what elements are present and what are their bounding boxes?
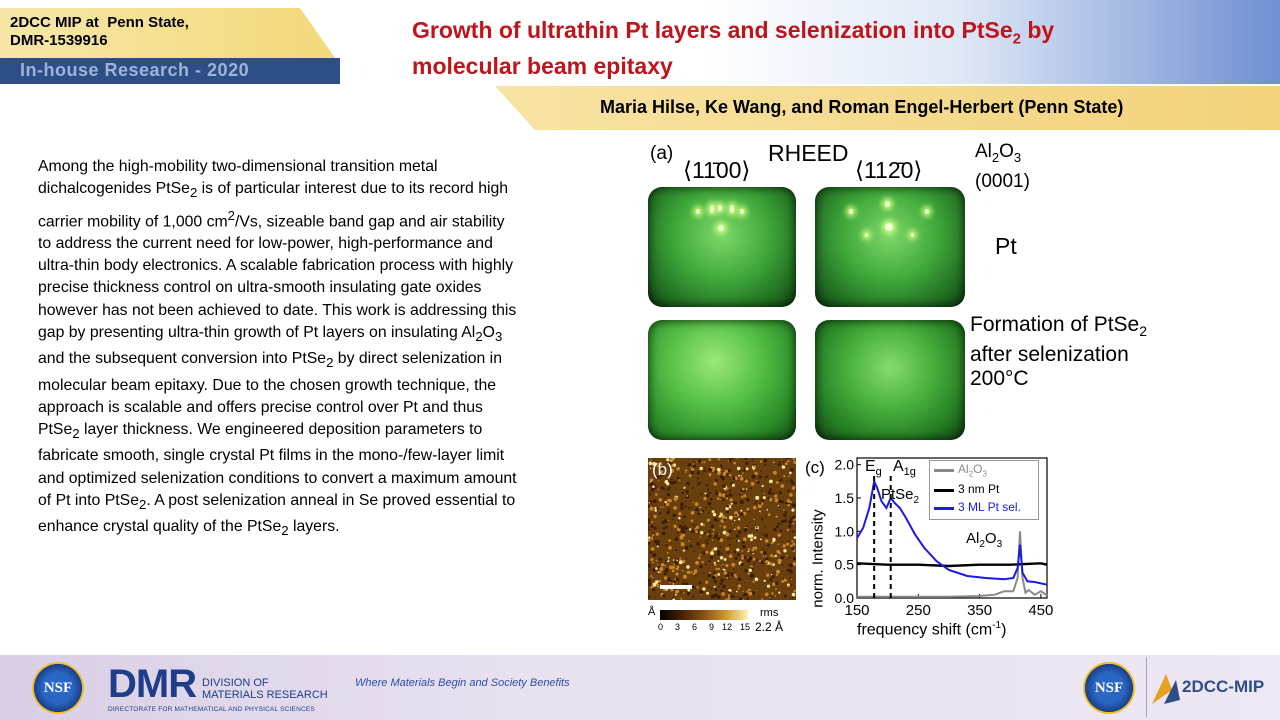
legend-swatch-al2o3 bbox=[934, 469, 954, 472]
panel-c-label: (c) bbox=[805, 458, 825, 477]
series-line-1 bbox=[856, 562, 1048, 568]
x-axis-label: frequency shift (cm-1) bbox=[857, 620, 1007, 639]
legend-swatch-pt bbox=[934, 489, 954, 492]
legend-pt: 3 nm Pt bbox=[958, 482, 1000, 496]
direction-1: ⟨11̄00⟩ bbox=[683, 157, 751, 183]
footer-tagline: Where Materials Begin and Society Benefi… bbox=[355, 677, 570, 689]
dmr-division: DIVISION OF MATERIALS RESEARCH bbox=[202, 677, 328, 701]
panel-b-label: (b) bbox=[652, 460, 673, 479]
y-tick-label: 0.0 bbox=[835, 590, 855, 606]
slide-title: Growth of ultrathin Pt layers and seleni… bbox=[412, 17, 1055, 79]
y-tick-label: 2.0 bbox=[835, 457, 855, 473]
peak-ptse2-label: PtSe2 bbox=[881, 486, 920, 506]
rheed-label: RHEED bbox=[768, 140, 849, 166]
dmr-logo: DMR bbox=[108, 662, 197, 706]
peak-al2o3-label: Al2O3 bbox=[966, 530, 1003, 550]
program-badge bbox=[0, 8, 335, 58]
series-line-0 bbox=[857, 531, 1048, 598]
colorbar-unit: Å bbox=[648, 606, 656, 618]
footer-divider bbox=[1146, 657, 1147, 717]
2dcc-logo-icon bbox=[1152, 674, 1180, 704]
program-badge-title: 2DCC MIP at Penn State, DMR-1539916 bbox=[10, 14, 189, 49]
rheed-pt-1120 bbox=[815, 187, 965, 307]
substrate-label: Al2O3 (0001) bbox=[975, 141, 1030, 192]
y-axis-label: norm. Intensity bbox=[809, 509, 827, 608]
direction-2: ⟨112̄0⟩ bbox=[855, 157, 923, 183]
x-tick-label: 150 bbox=[844, 602, 869, 619]
chart-legend: Al2O3 3 nm Pt 3 ML Pt sel. bbox=[929, 460, 1039, 520]
colorbar bbox=[660, 610, 748, 620]
series-line-2 bbox=[856, 477, 1048, 586]
temperature-label: 200°C bbox=[970, 367, 1029, 390]
2dcc-brand: 2DCC-MIP bbox=[1182, 677, 1265, 696]
pt-label: Pt bbox=[995, 233, 1017, 259]
footer-band bbox=[0, 655, 1280, 720]
rheed-pt-1100 bbox=[648, 187, 796, 307]
x-tick-label: 250 bbox=[906, 602, 931, 619]
program-subbadge bbox=[0, 58, 340, 84]
rms-value: 2.2 Å bbox=[755, 620, 784, 634]
peak-eg-label: Eg bbox=[865, 458, 882, 479]
formation-label: Formation of PtSe2 after selenization bbox=[970, 313, 1148, 367]
y-tick-label: 0.5 bbox=[835, 557, 855, 573]
y-axis-label-wrap: norm. Intensity bbox=[808, 490, 828, 630]
dmr-directorate: DIRECTORATE FOR MATHEMATICAL AND PHYSICA… bbox=[108, 706, 315, 713]
authors: Maria Hilse, Ke Wang, and Roman Engel-He… bbox=[600, 97, 1124, 117]
peak-a1g-label: A1g bbox=[893, 458, 916, 479]
x-tick-label: 450 bbox=[1028, 602, 1053, 619]
y-tick-label: 1.0 bbox=[835, 523, 855, 539]
body-paragraph: Among the high-mobility two-dimensional … bbox=[38, 158, 517, 539]
y-tick-label: 1.5 bbox=[835, 490, 855, 506]
legend-ptse2: 3 ML Pt sel. bbox=[958, 500, 1021, 514]
scale-bar bbox=[660, 585, 692, 589]
rms-label: rms bbox=[760, 607, 779, 619]
x-tick-label: 350 bbox=[967, 602, 992, 619]
rheed-ptse2-1100 bbox=[648, 320, 796, 440]
legend-swatch-ptse2 bbox=[934, 507, 954, 510]
panel-a-label: (a) bbox=[650, 143, 674, 164]
nsf-logo-left: NSF bbox=[32, 662, 84, 714]
authors-band bbox=[495, 86, 1280, 130]
program-subtitle: In-house Research - 2020 bbox=[20, 60, 250, 80]
nsf-logo-right: NSF bbox=[1083, 662, 1135, 714]
legend-al2o3: Al2O3 bbox=[958, 462, 987, 479]
rheed-ptse2-1120 bbox=[815, 320, 965, 440]
